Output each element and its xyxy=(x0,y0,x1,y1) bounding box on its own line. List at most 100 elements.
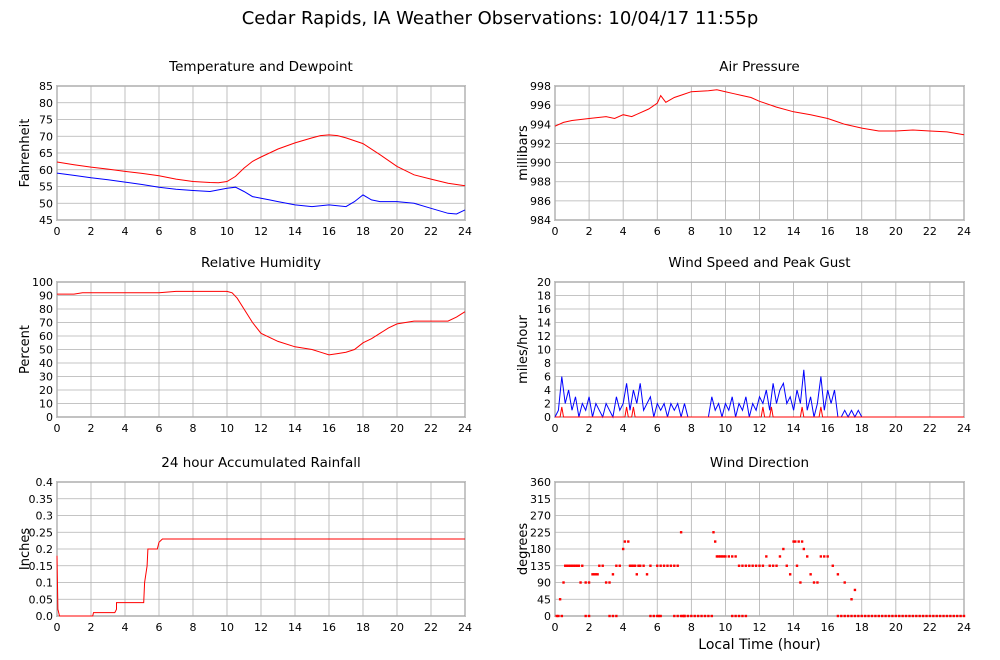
y-tick-label: 30 xyxy=(39,371,53,384)
data-point xyxy=(853,588,857,592)
data-point xyxy=(574,564,577,567)
data-point xyxy=(836,614,840,618)
data-point xyxy=(881,614,884,618)
y-tick-label: 4 xyxy=(544,384,551,397)
data-point xyxy=(615,564,618,567)
y-tick-label: 996 xyxy=(530,99,551,112)
data-point xyxy=(788,573,792,576)
data-point xyxy=(734,614,737,618)
data-point xyxy=(727,555,731,558)
data-point xyxy=(587,581,591,584)
x-tick-label: 20 xyxy=(889,225,903,238)
data-point xyxy=(649,614,652,618)
data-point xyxy=(611,573,615,576)
y-tick-label: 50 xyxy=(39,344,53,357)
data-point xyxy=(809,573,812,576)
data-point xyxy=(911,614,915,618)
x-tick-label: 4 xyxy=(620,422,627,435)
data-point xyxy=(741,564,744,567)
x-tick-label: 24 xyxy=(458,422,472,435)
x-tick-label: 6 xyxy=(156,422,163,435)
data-point xyxy=(623,540,627,543)
y-tick-label: 55 xyxy=(39,181,53,194)
x-tick-label: 10 xyxy=(220,621,234,634)
x-tick-label: 16 xyxy=(821,422,835,435)
data-point xyxy=(955,614,959,618)
x-axis-label: Local Time (hour) xyxy=(698,637,820,653)
y-tick-label: 70 xyxy=(39,130,53,143)
x-tick-label: 0 xyxy=(552,422,559,435)
y-tick-label: 45 xyxy=(39,214,53,227)
chart-rh: 0 2 4 6 8 10 12 14 16 18 20 22 240102030405060708090… xyxy=(18,255,472,435)
data-point xyxy=(901,614,904,618)
data-point xyxy=(562,581,565,584)
data-point xyxy=(700,614,703,618)
x-tick-label: 8 xyxy=(688,422,695,435)
y-tick-label: 20 xyxy=(39,384,53,397)
data-point xyxy=(673,564,676,567)
x-tick-label: 22 xyxy=(923,621,937,634)
y-tick-label: 0 xyxy=(46,411,53,424)
x-tick-label: 20 xyxy=(889,621,903,634)
series-line xyxy=(56,134,466,187)
y-tick-label: 20 xyxy=(537,276,551,289)
y-tick-label: 8 xyxy=(544,357,551,370)
y-axis-label: degrees xyxy=(516,523,531,576)
data-point xyxy=(744,564,748,567)
y-tick-label: 65 xyxy=(39,147,53,160)
data-point xyxy=(611,614,615,618)
data-point xyxy=(632,564,635,567)
data-point xyxy=(673,614,676,618)
y-tick-label: 2 xyxy=(544,398,551,411)
x-tick-label: 10 xyxy=(718,225,732,238)
data-point xyxy=(690,614,693,618)
x-tick-label: 10 xyxy=(718,621,732,634)
series-line xyxy=(57,290,466,356)
x-tick-label: 6 xyxy=(156,225,163,238)
x-tick-label: 2 xyxy=(586,422,593,435)
x-tick-label: 0 xyxy=(552,225,559,238)
x-tick-label: 2 xyxy=(88,422,95,435)
x-tick-label: 4 xyxy=(122,422,129,435)
series-line xyxy=(56,538,465,617)
data-point xyxy=(560,614,564,618)
x-tick-label: 0 xyxy=(54,422,61,435)
x-tick-label: 10 xyxy=(220,225,234,238)
data-point xyxy=(720,555,724,558)
x-tick-label: 12 xyxy=(254,422,268,435)
data-point xyxy=(797,540,800,543)
x-tick-label: 22 xyxy=(424,225,438,238)
data-point xyxy=(642,564,645,567)
y-tick-label: 60 xyxy=(39,330,53,343)
data-point xyxy=(633,564,637,567)
data-point xyxy=(874,614,877,618)
data-point xyxy=(564,564,567,567)
data-point xyxy=(587,614,591,618)
data-point xyxy=(713,540,717,543)
y-tick-label: 994 xyxy=(530,118,551,131)
x-tick-label: 14 xyxy=(288,621,302,634)
y-tick-label: 80 xyxy=(39,97,53,110)
data-point xyxy=(778,555,782,558)
data-point xyxy=(771,564,775,567)
x-tick-label: 20 xyxy=(390,621,404,634)
chart-title: Air Pressure xyxy=(719,59,799,75)
y-tick-label: 90 xyxy=(39,290,53,303)
x-tick-label: 16 xyxy=(322,422,336,435)
chart-title: Relative Humidity xyxy=(201,255,321,271)
data-point xyxy=(758,564,761,567)
x-tick-label: 6 xyxy=(654,225,661,238)
data-point xyxy=(584,614,587,618)
x-tick-label: 16 xyxy=(322,225,336,238)
data-point xyxy=(681,614,685,618)
x-tick-label: 4 xyxy=(122,621,129,634)
data-point xyxy=(637,564,640,567)
series-line xyxy=(554,89,965,136)
x-tick-label: 2 xyxy=(586,225,593,238)
data-point xyxy=(596,573,599,576)
data-point xyxy=(565,564,569,567)
x-tick-label: 4 xyxy=(620,225,627,238)
data-point xyxy=(696,614,700,618)
data-point xyxy=(748,564,751,567)
data-point xyxy=(575,564,579,567)
